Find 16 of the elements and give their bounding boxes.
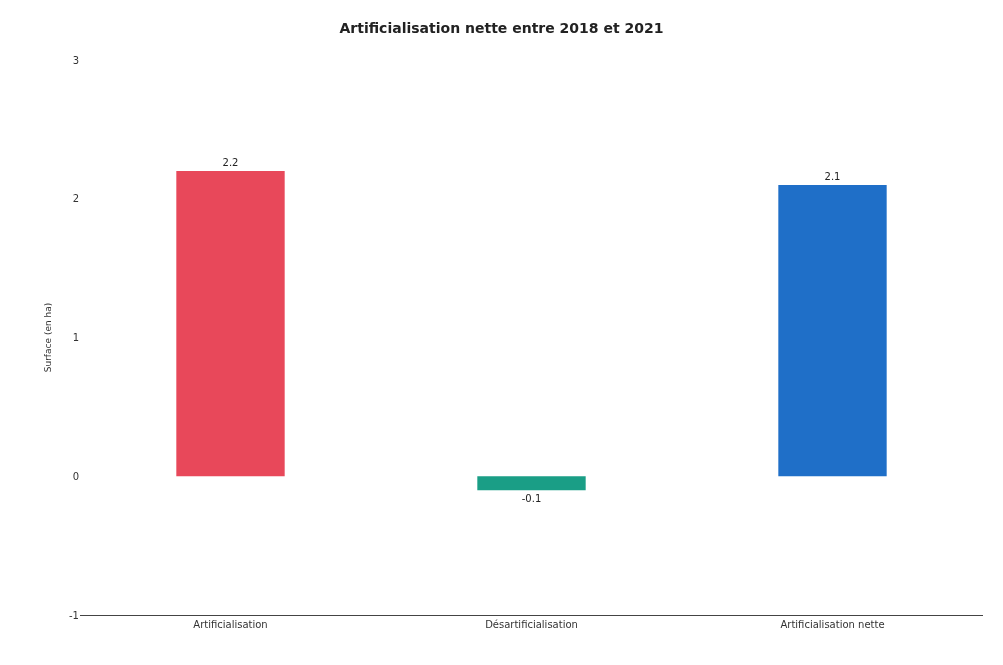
y-tick-label: -1: [69, 609, 79, 621]
data-label: 2.2: [222, 157, 239, 168]
data-label: -0.1: [521, 493, 542, 505]
y-axis-title: Surface (en ha): [43, 302, 54, 373]
chart-title: Artificialisation nette entre 2018 et 2021: [339, 20, 664, 37]
y-tick-label: 3: [72, 54, 79, 66]
x-tick-label: Artificialisation nette: [780, 619, 885, 630]
x-tick-label: Artificialisation: [193, 619, 268, 630]
bar: [477, 476, 586, 491]
x-tick-label: Désartificialisation: [485, 619, 578, 630]
data-label: 2.1: [824, 170, 841, 182]
y-tick-label: 0: [72, 470, 79, 482]
bar: [176, 171, 285, 477]
y-tick-label: 2: [72, 193, 79, 205]
bar: [778, 184, 887, 477]
y-tick-label: 1: [72, 332, 79, 343]
